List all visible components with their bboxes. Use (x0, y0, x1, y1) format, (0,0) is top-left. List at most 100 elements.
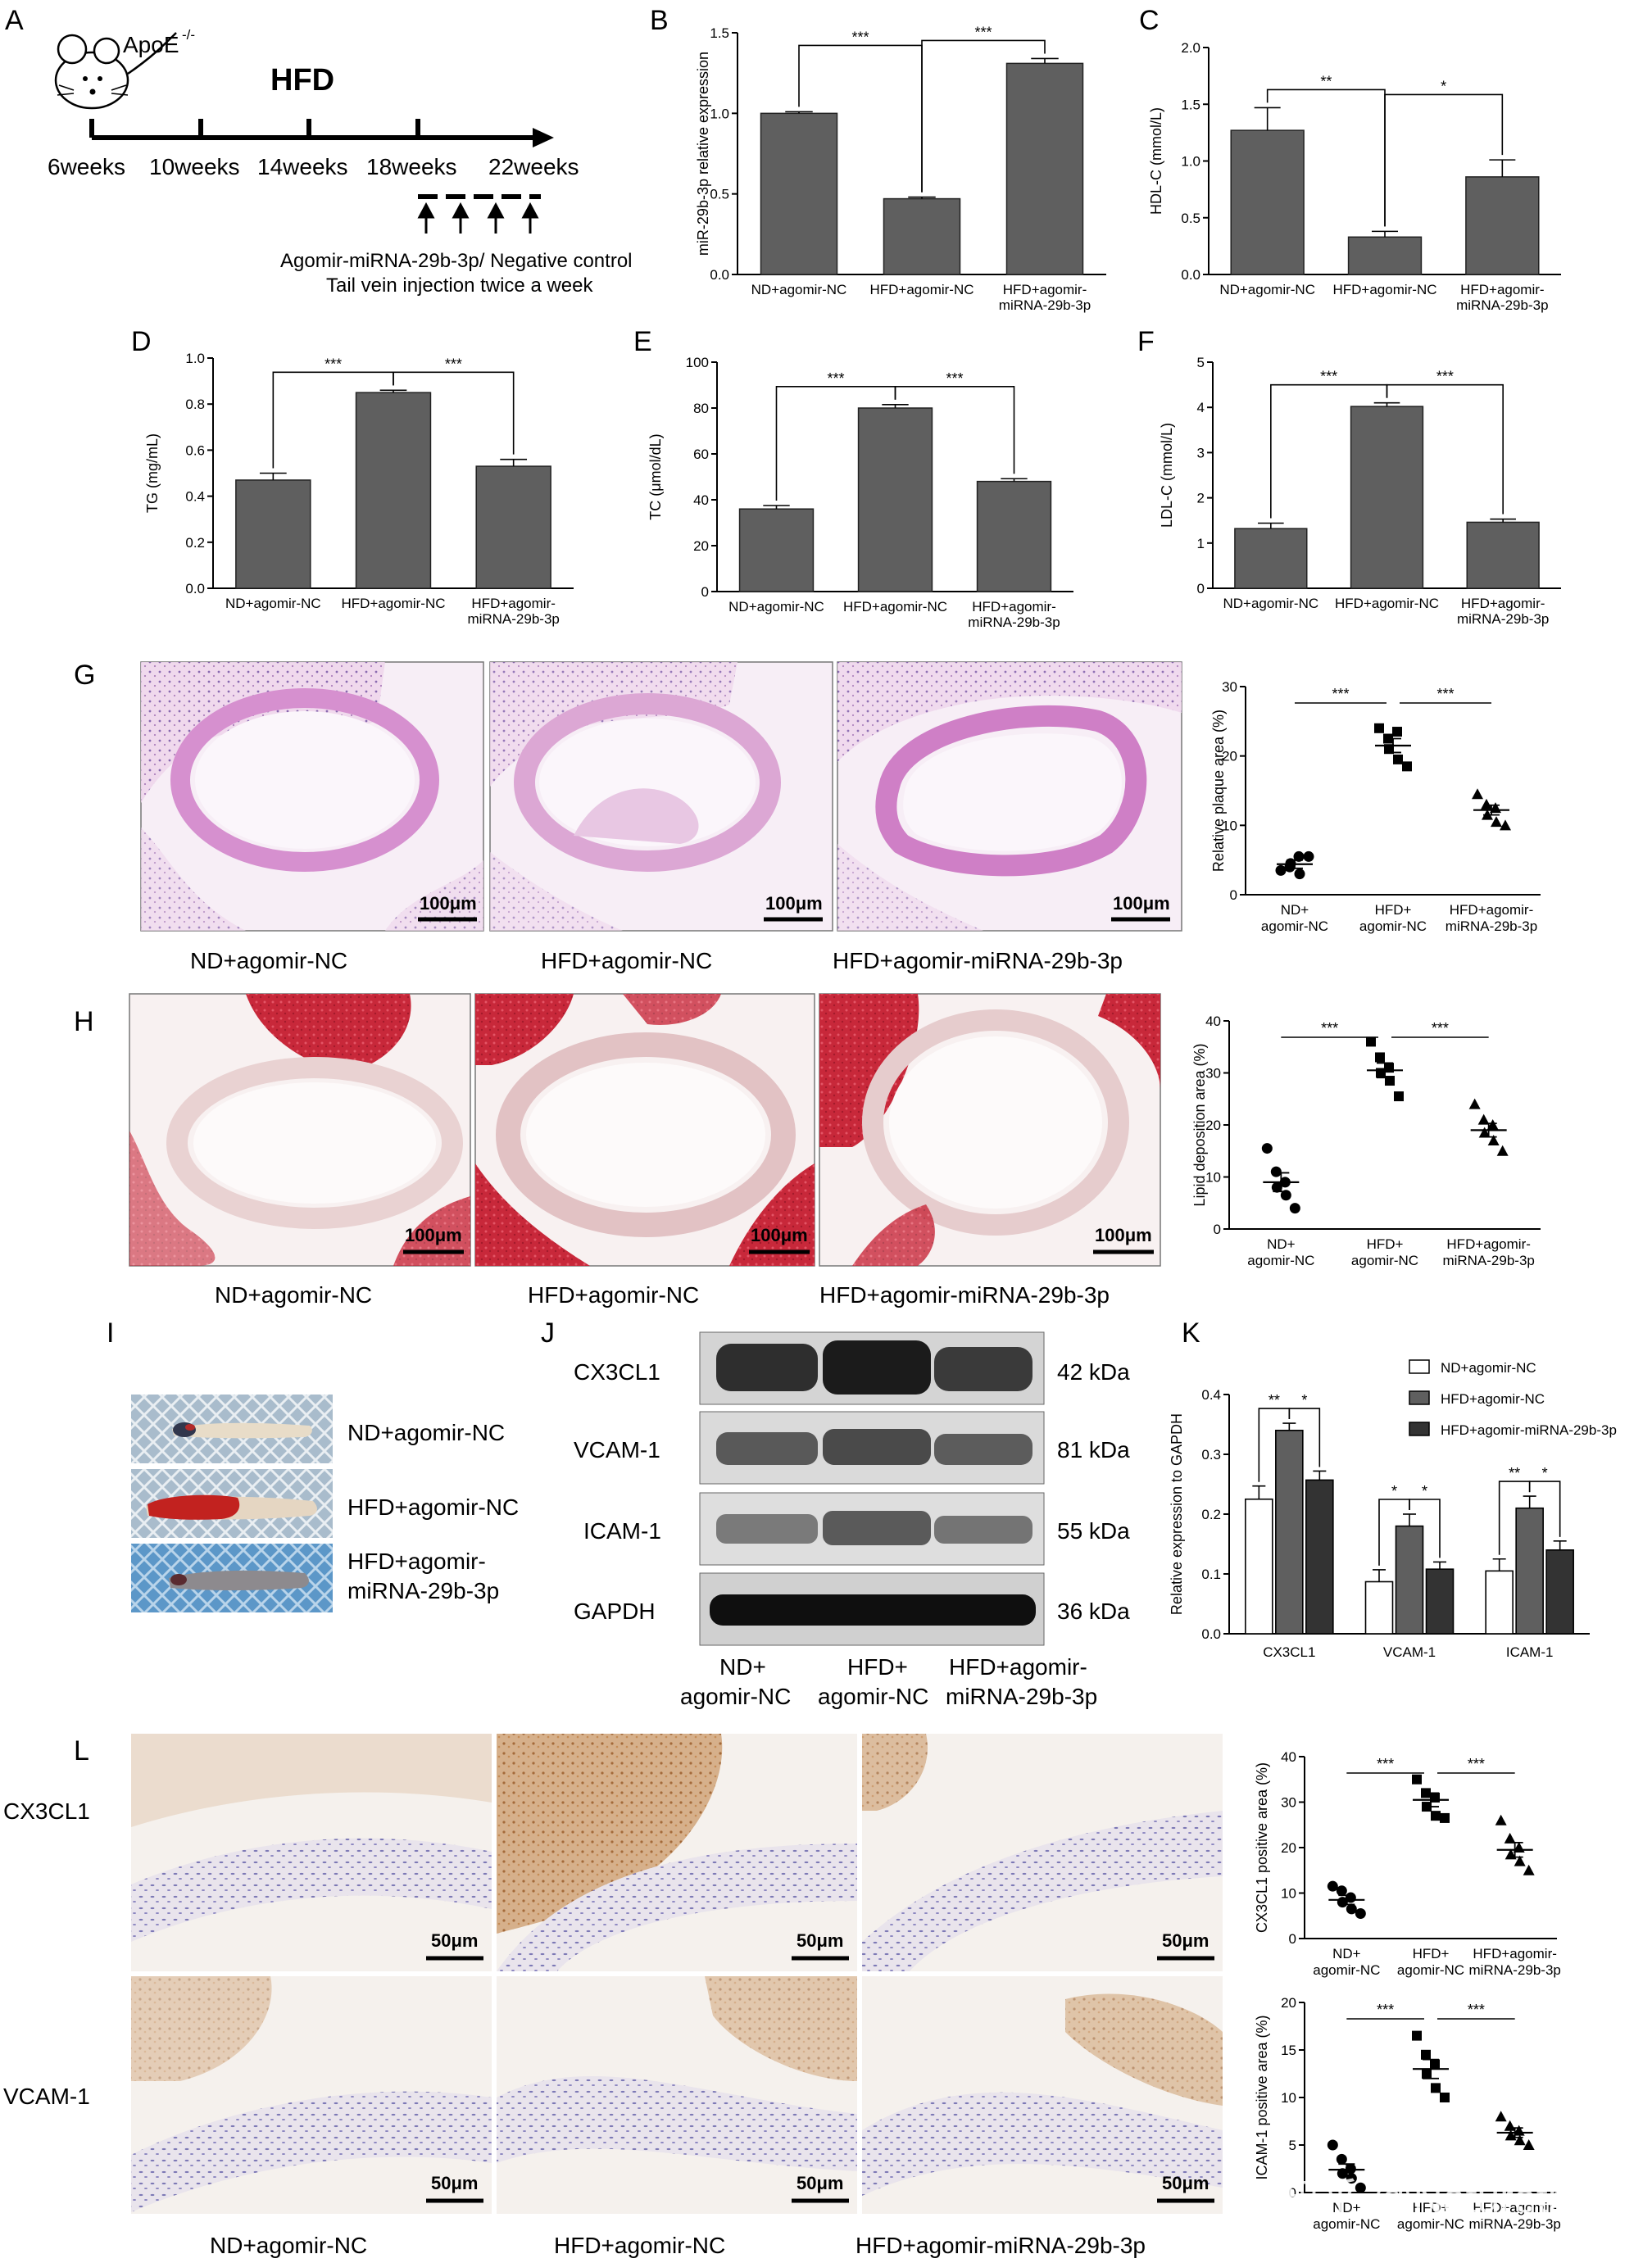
blot-lane-label: agomir-NC (818, 1684, 928, 1709)
vessel-photo-hfd (131, 1469, 333, 1538)
x-tick-label: HFD+agomir- (1450, 902, 1534, 918)
y-tick-label: 0.3 (1201, 1447, 1221, 1463)
bar (1275, 1430, 1304, 1635)
y-tick-label: 0.1 (1201, 1567, 1221, 1582)
scale-bar-label: 100μm (405, 1225, 462, 1245)
x-tick-label: ND+ (1267, 1236, 1296, 1252)
x-tick-label: miRNA-29b-3p (1457, 611, 1549, 627)
bar (1350, 406, 1424, 589)
y-tick-label: 0.0 (1181, 267, 1200, 283)
y-tick-label: 30 (1281, 1795, 1296, 1811)
blot-lane-label: agomir-NC (680, 1684, 791, 1709)
bar (1465, 176, 1540, 275)
he-scale-bars: 100μm 100μm 100μm (418, 893, 1170, 922)
he-image-hfd (489, 661, 833, 932)
bar (1466, 521, 1540, 589)
significance-label: *** (946, 370, 963, 387)
blot-row-cx3cl1 (699, 1331, 1045, 1405)
ihc-image-cx3cl1-hfd (497, 1734, 857, 1971)
x-tick-label: miRNA-29b-3p (1446, 918, 1537, 934)
data-point (1374, 723, 1384, 733)
significance-bracket (1528, 1481, 1561, 1537)
data-point (1355, 2182, 1366, 2193)
data-point (1336, 1885, 1347, 1897)
y-tick-label: 1.5 (710, 25, 729, 41)
scale-bar-label: 100μm (751, 1225, 808, 1245)
bar (976, 480, 1052, 592)
vessel-photo-label: HFD+agomir-NC (347, 1494, 519, 1520)
vessel-photo-agomir (131, 1544, 333, 1612)
significance-label: *** (851, 29, 869, 45)
grouped-bar-adhesion-molecules: 0.0 0.1 0.2 0.3 0.4 Relative expression to GA… (1169, 1359, 1617, 1660)
data-point (1486, 1119, 1499, 1130)
data-point (1523, 1864, 1535, 1875)
blot-kda-label: 42 kDa (1057, 1359, 1130, 1385)
significance-bracket (921, 39, 1046, 193)
he-caption: HFD+agomir-NC (541, 948, 712, 973)
oro-image-row: 100μm 100μm 100μm ND+agomir-NC HFD+agomi… (129, 993, 1161, 1308)
bar (1364, 1580, 1394, 1635)
panel-letter-d: D (131, 326, 152, 357)
significance-bracket (894, 386, 1015, 474)
blot-lane-label: miRNA-29b-3p (946, 1684, 1097, 1709)
ihc-image-grid: CX3CL1 VCAM-1 (3, 1734, 1223, 2258)
ihc-row-label: CX3CL1 (3, 1798, 90, 1824)
y-tick-label: 30 (1205, 1066, 1221, 1082)
oro-caption: HFD+agomir-NC (528, 1282, 699, 1308)
y-axis-label: ICAM-1 positive area (%) (1254, 2015, 1270, 2179)
bar (235, 479, 311, 589)
data-point (1393, 754, 1403, 764)
bar (1515, 1507, 1544, 1635)
he-image-row: 100μm 100μm 100μm ND+agomir-NC HFD+agomi… (140, 661, 1182, 973)
y-tick-label: 1.0 (710, 106, 729, 121)
data-point (1472, 788, 1483, 800)
y-tick-label: 2 (1197, 491, 1205, 506)
y-tick-label: 0.2 (185, 535, 205, 551)
data-point (1336, 2153, 1347, 2165)
bar (1395, 1525, 1424, 1635)
blot-row-gapdh (699, 1572, 1045, 1646)
blot-lane-label: ND+ (719, 1654, 766, 1680)
y-tick-label: 0 (1289, 1931, 1296, 1947)
he-image-nd (140, 661, 484, 932)
bar (1234, 528, 1308, 589)
x-tick-label: agomir-NC (1247, 1253, 1314, 1268)
data-point (1355, 1907, 1366, 1919)
data-point (1392, 727, 1402, 737)
blot-row-vcam1 (699, 1411, 1045, 1485)
x-tick-label: agomir-NC (1397, 1962, 1464, 1978)
ihc-caption: HFD+agomir-miRNA-29b-3p (856, 2233, 1146, 2258)
x-tick-label: HFD+agomir- (471, 596, 556, 611)
y-tick-label: 0.0 (185, 581, 205, 596)
bar (857, 407, 933, 592)
y-tick-label: 60 (693, 447, 709, 462)
data-point (1523, 2139, 1535, 2150)
oro-caption: HFD+agomir-miRNA-29b-3p (819, 1282, 1110, 1308)
y-tick-label: 0.5 (710, 187, 729, 202)
y-tick-label: 20 (1281, 1995, 1296, 2011)
data-point (1431, 1811, 1441, 1821)
x-tick-label: CX3CL1 (1263, 1644, 1315, 1660)
x-tick-label: VCAM-1 (1383, 1644, 1436, 1660)
x-tick-label: ND+agomir-NC (728, 599, 824, 615)
x-tick-label: miRNA-29b-3p (968, 615, 1060, 630)
significance-label: *** (1436, 686, 1454, 702)
y-tick-label: 0.4 (1201, 1387, 1221, 1403)
y-tick-label: 1.0 (185, 351, 205, 366)
significance-label: *** (1468, 1756, 1485, 1772)
x-tick-label: miRNA-29b-3p (467, 611, 559, 627)
significance-label: *** (1332, 686, 1349, 702)
oro-caption: ND+agomir-NC (215, 1282, 372, 1308)
blot-row-icam1 (699, 1492, 1045, 1566)
vessel-photo-column: ND+agomir-NC HFD+agomir-NC HFD+agomir- m… (131, 1395, 519, 1612)
data-point (1504, 1832, 1516, 1844)
y-tick-label: 20 (1205, 1118, 1221, 1133)
y-tick-label: 2.0 (1181, 40, 1200, 56)
panel-letter-l: L (74, 1735, 89, 1766)
bar (1230, 129, 1305, 275)
blot-lane-label: HFD+agomir- (949, 1654, 1087, 1680)
y-axis-label: Relative expression to GAPDH (1169, 1413, 1185, 1615)
blot-kda-label: 55 kDa (1057, 1518, 1130, 1544)
significance-label: *** (1432, 1020, 1449, 1036)
